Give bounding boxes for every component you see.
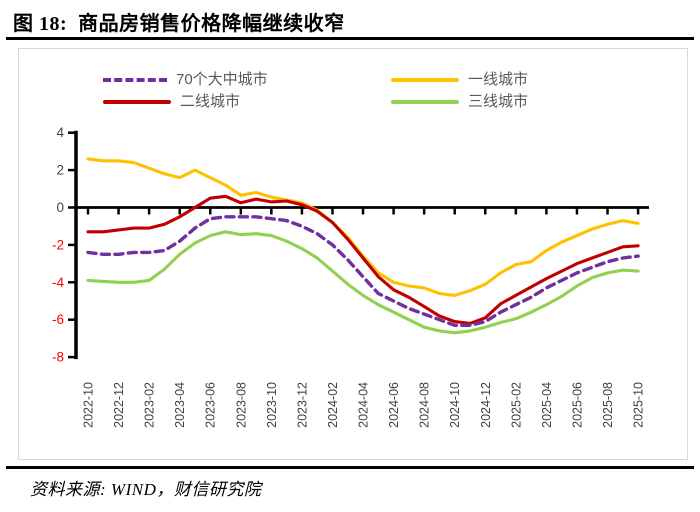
x-tick-label: 2025-08 [601, 382, 615, 428]
x-tick-label: 2024-08 [418, 382, 432, 428]
y-tick-label: -4 [52, 275, 64, 290]
legend-label-tier1: 一线城市 [468, 71, 529, 88]
legend-item-70-cities: 70个大中城市 [103, 72, 268, 88]
x-tick-label: 2025-02 [509, 382, 523, 428]
x-tick-label: 2024-12 [479, 382, 493, 428]
x-tick-label: 2024-04 [357, 382, 371, 428]
x-tick-label: 2023-02 [143, 382, 157, 428]
legend-label-tier3: 三线城市 [468, 93, 529, 110]
legend-line-sample-70-cities [103, 78, 167, 82]
x-tick-label: 2025-04 [540, 382, 554, 428]
legend-line-sample-tier2 [103, 100, 171, 104]
series-line-2 [86, 194, 640, 325]
series-line-3 [86, 230, 640, 335]
x-tick-label: 2023-04 [173, 382, 187, 428]
y-tick-label: 0 [56, 200, 64, 215]
legend-item-tier3-cities: 三线城市 [391, 94, 528, 110]
legend-line-sample-tier3 [391, 100, 459, 104]
x-tick-label: 2023-10 [265, 382, 279, 428]
footer-divider [6, 466, 694, 469]
chart-container: 70个大中城市 一线城市 二线城市 三线城市 4 2 0 -2 -4 -6 -8 2022-1… [18, 48, 688, 460]
x-tick-label: 2024-10 [448, 382, 462, 428]
x-tick-label: 2023-06 [204, 382, 218, 428]
legend-line-sample-tier1 [391, 78, 459, 82]
legend-label-tier2: 二线城市 [180, 93, 241, 110]
y-tick-label: 4 [56, 125, 64, 140]
price-decline-line-chart: 4 2 0 -2 -4 -6 -8 2022-10 2022-12 2023-02 2023-04 2… [52, 125, 649, 428]
legend-item-tier1-cities: 一线城市 [391, 72, 528, 88]
data-source-note: 资料来源: WIND，财信研究院 [30, 480, 262, 499]
chart-legend: 70个大中城市 一线城市 二线城市 三线城市 [19, 49, 687, 119]
x-tick-label: 2025-10 [632, 382, 646, 428]
legend-item-tier2-cities: 二线城市 [103, 94, 240, 110]
x-tick-label: 2022-10 [82, 382, 96, 428]
y-tick-label: -2 [52, 237, 64, 252]
y-tick-label: -6 [52, 312, 64, 327]
page-title: 图 18: 商品房销售价格降幅继续收窄 [13, 13, 345, 35]
y-tick-label: 2 [56, 163, 64, 178]
x-tick-label: 2025-06 [570, 382, 584, 428]
x-tick-label: 2024-06 [387, 382, 401, 428]
x-tick-label: 2023-08 [234, 382, 248, 428]
series-line-0 [86, 215, 640, 327]
title-divider [6, 37, 694, 40]
x-tick-label: 2024-02 [326, 382, 340, 428]
x-tick-label: 2022-12 [112, 382, 126, 428]
x-tick-label: 2023-12 [295, 382, 309, 428]
legend-label-70-cities: 70个大中城市 [176, 71, 268, 88]
y-tick-label: -8 [52, 350, 64, 365]
